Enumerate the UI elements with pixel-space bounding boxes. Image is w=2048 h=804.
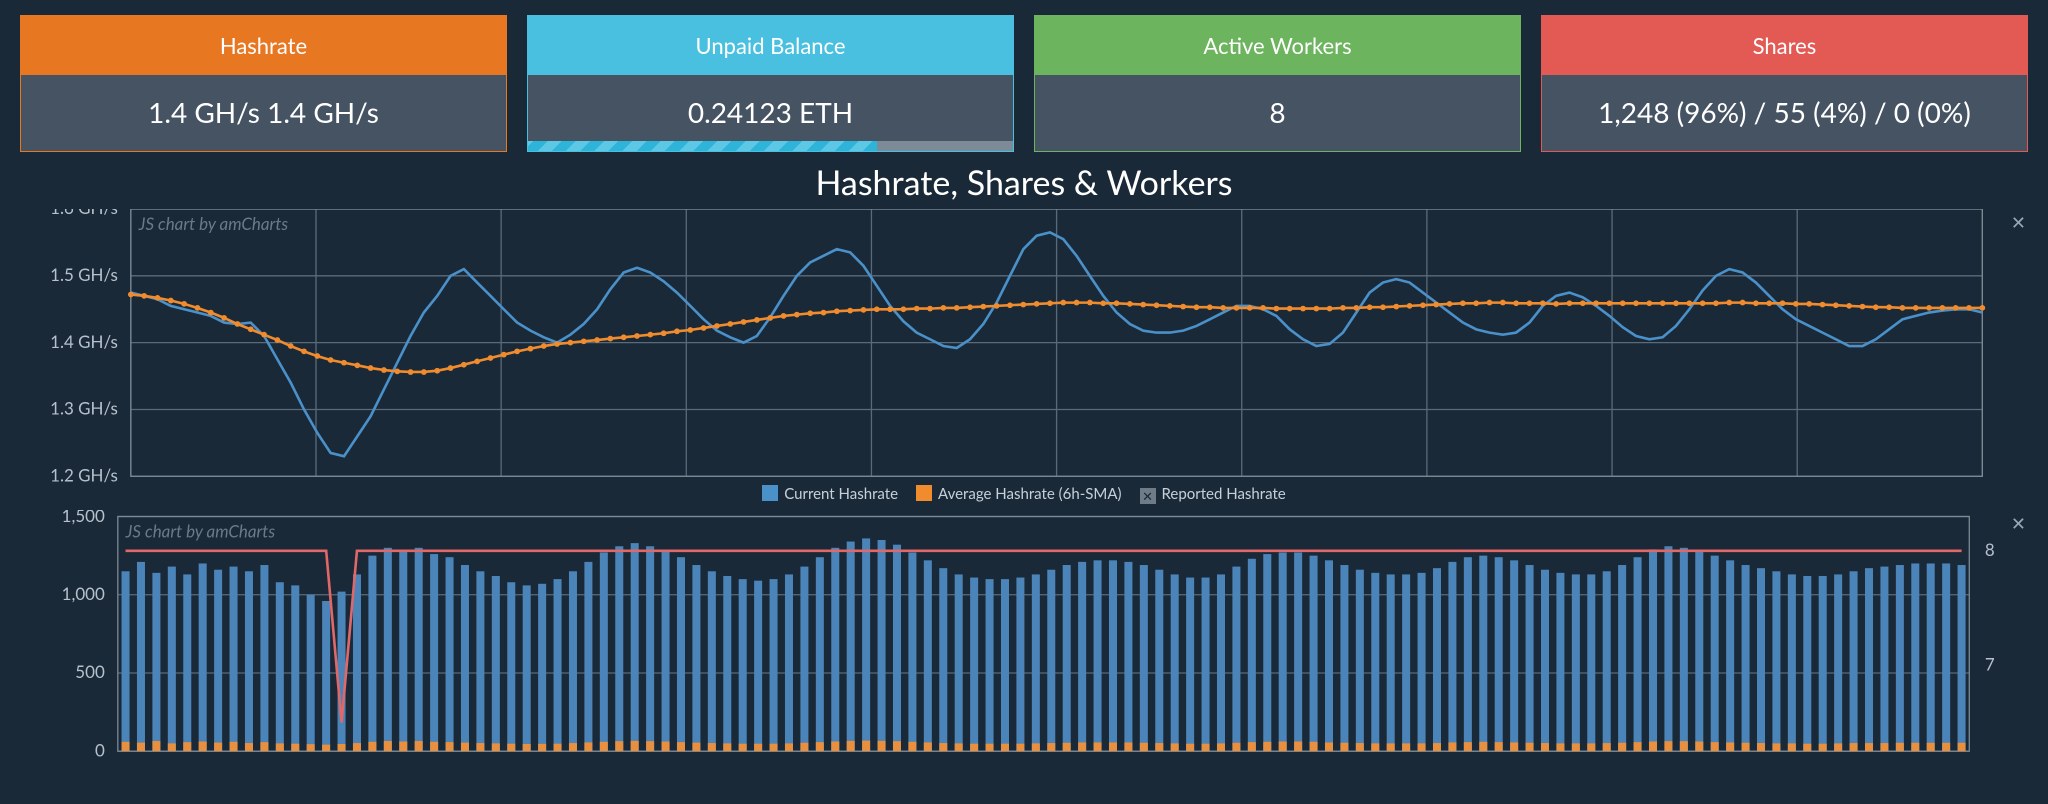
legend-item[interactable]: Average Hashrate (6h-SMA) — [916, 485, 1121, 503]
svg-text:8: 8 — [1985, 539, 1995, 560]
svg-text:7: 7 — [1985, 653, 1995, 674]
card-header: Shares — [1542, 16, 2027, 75]
svg-text:1.5 GH/s: 1.5 GH/s — [50, 264, 118, 285]
svg-text:500: 500 — [75, 661, 105, 682]
hashrate-legend: Current Hashrate Average Hashrate (6h-SMA… — [20, 485, 2028, 504]
card-header: Hashrate — [21, 16, 506, 75]
card-header: Active Workers — [1035, 16, 1520, 75]
card-value-text: 0.24123 ETH — [688, 95, 853, 129]
svg-text:1,000: 1,000 — [62, 583, 105, 604]
svg-text:1.6 GH/s: 1.6 GH/s — [50, 209, 118, 218]
svg-text:0: 0 — [95, 739, 105, 760]
card-value: 1.4 GH/s 1.4 GH/s — [21, 75, 506, 151]
shares-chart: ✕ 0 500 1,000 1,500 JS chart by amCharts 7 8 — [20, 510, 2028, 764]
legend-item[interactable]: Current Hashrate — [762, 485, 898, 503]
card-shares: Shares 1,248 (96%) / 55 (4%) / 0 (0%) — [1541, 15, 2028, 152]
svg-text:JS chart by amCharts: JS chart by amCharts — [125, 520, 276, 541]
stat-cards-row: Hashrate 1.4 GH/s 1.4 GH/s Unpaid Balanc… — [20, 15, 2028, 152]
card-value: 1,248 (96%) / 55 (4%) / 0 (0%) — [1542, 75, 2027, 151]
svg-text:JS chart by amCharts: JS chart by amCharts — [138, 213, 289, 234]
close-icon[interactable]: ✕ — [2011, 512, 2026, 535]
hashrate-chart: ✕ 1.2 GH/s 1.3 GH/s 1.4 GH/s 1.5 GH/s 1.6 GH… — [20, 209, 2028, 504]
unpaid-balance-progress — [528, 141, 1013, 151]
svg-text:1,500: 1,500 — [62, 510, 105, 526]
svg-text:1.3 GH/s: 1.3 GH/s — [50, 398, 118, 419]
svg-text:1.4 GH/s: 1.4 GH/s — [50, 331, 118, 352]
card-hashrate: Hashrate 1.4 GH/s 1.4 GH/s — [20, 15, 507, 152]
card-unpaid-balance: Unpaid Balance 0.24123 ETH — [527, 15, 1014, 152]
card-active-workers: Active Workers 8 — [1034, 15, 1521, 152]
card-value: 0.24123 ETH — [528, 75, 1013, 151]
section-title: Hashrate, Shares & Workers — [20, 162, 2028, 203]
card-value: 8 — [1035, 75, 1520, 151]
card-header: Unpaid Balance — [528, 16, 1013, 75]
svg-text:1.2 GH/s: 1.2 GH/s — [50, 465, 118, 483]
legend-item[interactable]: ✕Reported Hashrate — [1140, 485, 1286, 504]
close-icon[interactable]: ✕ — [2011, 211, 2026, 234]
progress-fill — [528, 141, 877, 151]
